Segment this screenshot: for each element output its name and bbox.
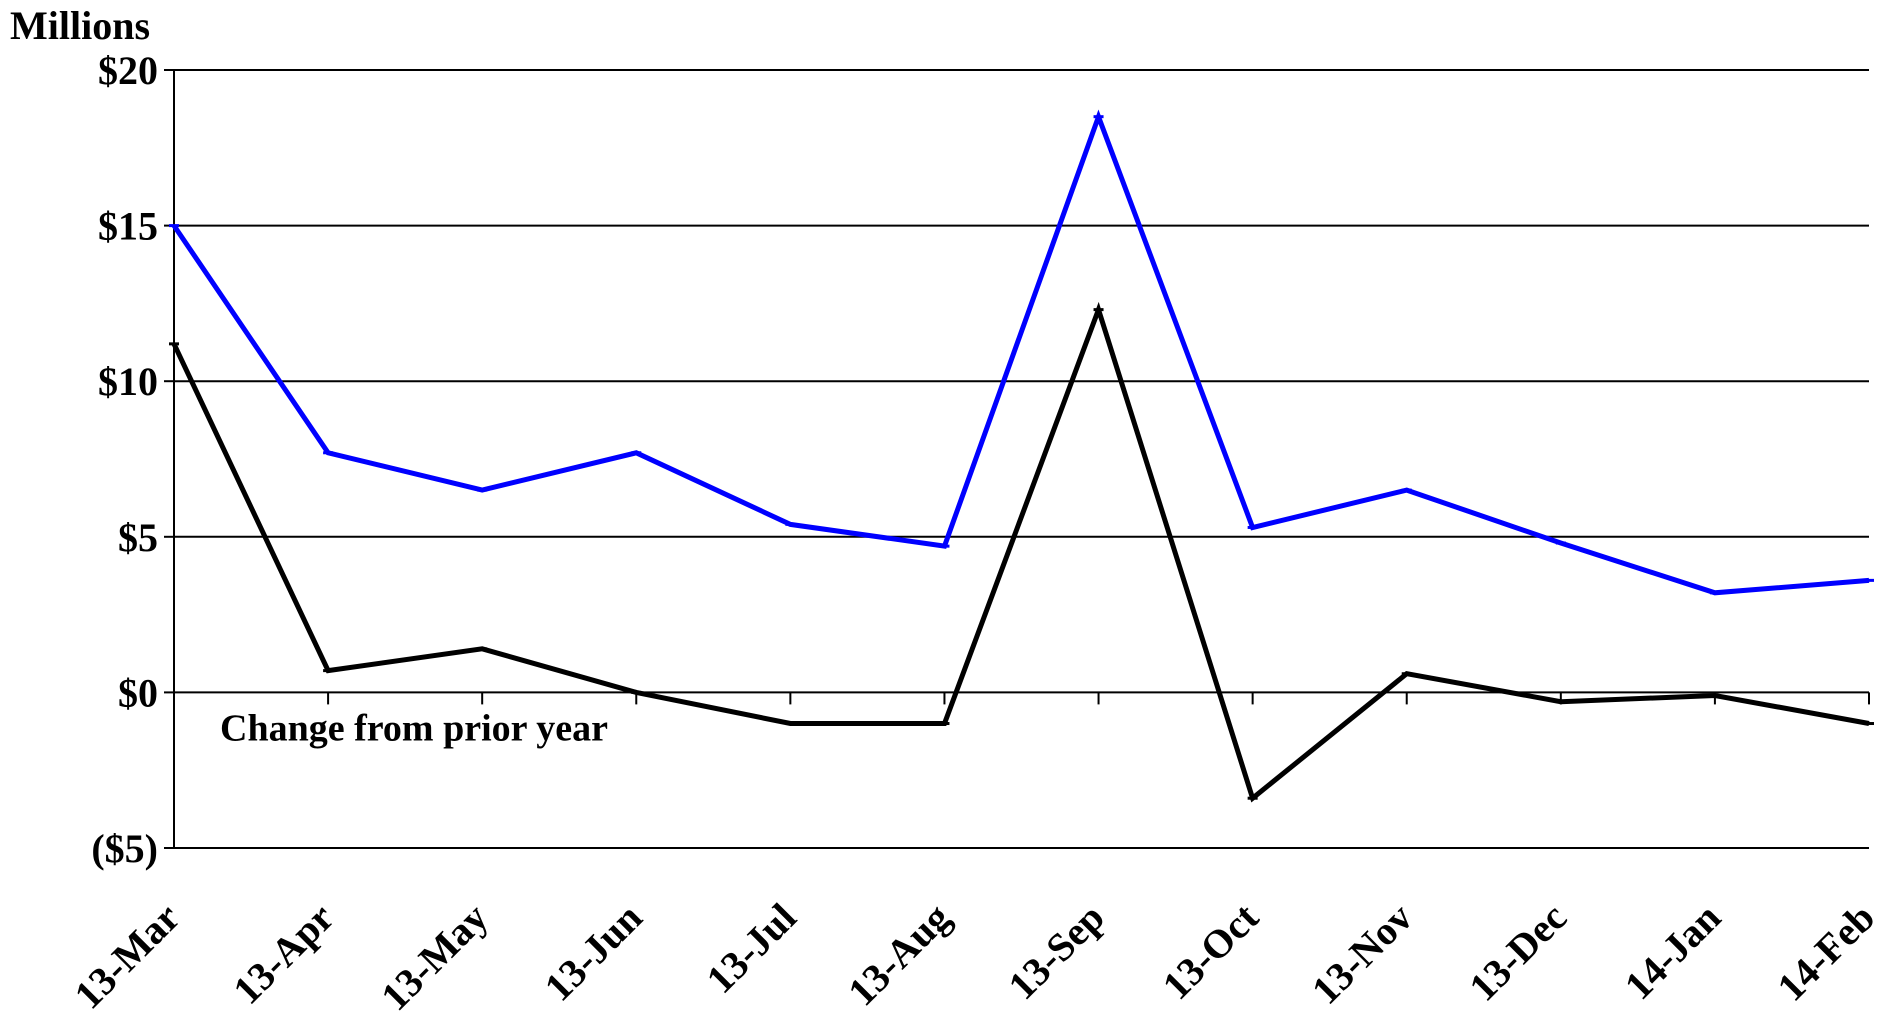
y-tick-label: $5 xyxy=(118,515,158,560)
x-tick-label: 13-Jul xyxy=(697,895,804,1002)
x-tick-label: 13-Sep xyxy=(999,895,1113,1009)
annotation-label: Change from prior year xyxy=(220,708,608,750)
axes xyxy=(164,69,1870,849)
annotations: Change from prior year xyxy=(220,708,608,750)
series-line-2 xyxy=(171,301,1870,803)
x-tick-label: 14-Jan xyxy=(1616,895,1730,1009)
y-tick-label: $0 xyxy=(118,670,158,715)
x-tick-label: 13-Oct xyxy=(1153,894,1267,1008)
y-tick-label: ($5) xyxy=(91,826,158,871)
x-axis-tick-labels: 13-Mar 13-Apr 13-May 13-Jun 13-Jul 13-Aug 13-S… xyxy=(65,894,1881,1019)
series-line-1 xyxy=(171,109,1870,596)
y-tick-label: $20 xyxy=(98,48,158,93)
x-tick-label: 13-Dec xyxy=(1460,895,1575,1010)
x-tick-label: 13-Apr xyxy=(224,895,342,1013)
x-tick-label: 13-Aug xyxy=(839,895,959,1015)
x-tick-label: 14-Feb xyxy=(1768,895,1881,1010)
x-tick-label: 13-Jun xyxy=(536,895,651,1010)
y-tick-label: $15 xyxy=(98,204,158,249)
series-lines xyxy=(169,109,1874,803)
gridlines xyxy=(174,69,1869,849)
x-tick-label: 13-May xyxy=(372,895,497,1020)
x-tick-label: 13-Nov xyxy=(1303,895,1421,1013)
y-axis-tick-labels: $20 $15 $10 $5 $0 ($5) xyxy=(91,48,158,871)
y-axis-unit-label: Millions xyxy=(10,3,151,48)
x-tick-label: 13-Mar xyxy=(65,895,188,1018)
y-tick-label: $10 xyxy=(98,359,158,404)
